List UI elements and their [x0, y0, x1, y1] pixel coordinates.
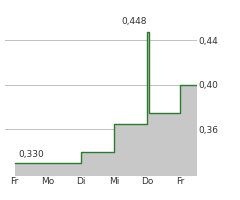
- Polygon shape: [15, 32, 197, 176]
- Text: 0,330: 0,330: [18, 150, 44, 159]
- Text: 0,448: 0,448: [122, 17, 147, 26]
